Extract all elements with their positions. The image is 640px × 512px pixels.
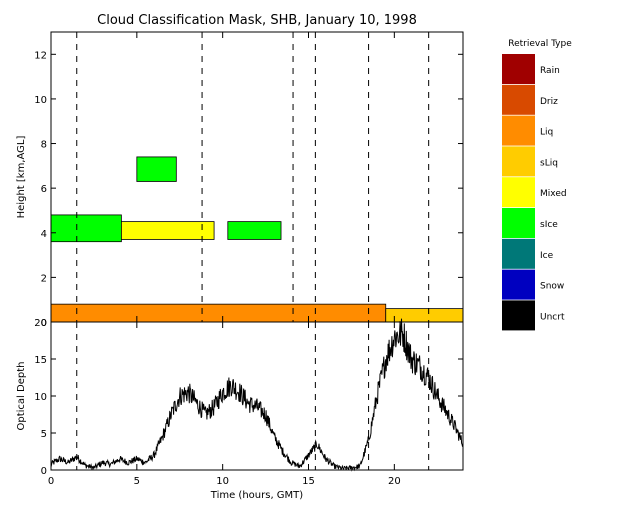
x-tick-label: 10 [216, 476, 229, 487]
legend-items: Rain Driz Liq sLiq Mixed sIce Ice Snow Uncrt [502, 54, 567, 331]
mask-y-tick-label: 8 [41, 140, 47, 151]
legend-swatch-snow [502, 269, 535, 300]
mask-region-sice-0 [50, 214, 122, 243]
depth-y-tick-label: 20 [34, 318, 47, 329]
mask-y-tick-label: 6 [41, 184, 47, 195]
mask-panel: 0 2 4 6 8 10 12 Height [km,AGL] [16, 31, 464, 329]
mask-y-label: Height [km,AGL] [16, 136, 27, 219]
x-tick-label: 5 [134, 476, 140, 487]
legend-swatch-mixed [502, 177, 535, 208]
legend-swatch-rain [502, 54, 535, 84]
mask-region-sice-2 [227, 221, 282, 240]
mask-y-tick-label: 2 [41, 273, 47, 284]
x-tick-label: 20 [388, 476, 401, 487]
x-tick-label: 15 [302, 476, 315, 487]
depth-y-tick-label: 10 [34, 392, 47, 403]
legend-swatch-liq [502, 115, 535, 146]
x-tick-label: 0 [48, 476, 54, 487]
mask-region-sliq-5 [385, 308, 464, 323]
depth-y-tick-label: 15 [34, 355, 47, 366]
legend-label-liq: Liq [540, 128, 553, 138]
legend-label-rain: Rain [540, 66, 560, 76]
legend-label-sliq: sLiq [540, 158, 558, 168]
legend-title: Retrieval Type [508, 39, 572, 49]
mask-y-tick-label: 4 [41, 229, 47, 240]
depth-y-label: Optical Depth [16, 362, 27, 431]
depth-y-tick-label: 0 [41, 466, 47, 477]
legend-swatch-ice [502, 238, 535, 269]
legend-swatch-sice [502, 208, 535, 238]
legend-label-snow: Snow [540, 282, 564, 292]
legend-swatch-uncrt [502, 300, 535, 331]
mask-region-liq-4 [50, 303, 387, 323]
mask-y-tick-label: 10 [34, 95, 47, 106]
depth-x-ticks: 0 5 10 15 20 [48, 322, 401, 487]
mask-event-lines [76, 32, 430, 322]
legend: Retrieval Type Rain Driz Liq sLiq Mixed sIce I… [502, 39, 572, 331]
mask-region-sice-3 [136, 156, 177, 182]
depth-series-line [50, 318, 464, 472]
mask-y-tick-label: 12 [34, 50, 47, 61]
legend-label-ice: Ice [540, 251, 554, 261]
legend-swatch-sliq [502, 146, 535, 177]
legend-label-sice: sIce [540, 220, 558, 230]
legend-label-mixed: Mixed [540, 189, 567, 199]
mask-y-ticks: 0 2 4 6 8 10 12 [34, 50, 463, 329]
depth-panel: 0 5 10 15 20 0 5 10 15 20 Optical Depth Time (ho… [16, 318, 464, 501]
legend-swatch-driz [502, 84, 535, 115]
chart-title: Cloud Classification Mask, SHB, January … [97, 13, 417, 28]
mask-y-tick-label: 0 [41, 318, 47, 329]
mask-x-ticks [50, 32, 395, 322]
mask-region-mixed-1 [120, 221, 215, 240]
legend-label-driz: Driz [540, 97, 558, 107]
legend-label-uncrt: Uncrt [540, 312, 565, 322]
x-axis-label: Time (hours, GMT) [210, 490, 304, 501]
depth-y-tick-label: 5 [41, 429, 47, 440]
depth-y-ticks: 0 5 10 15 20 [34, 318, 463, 477]
